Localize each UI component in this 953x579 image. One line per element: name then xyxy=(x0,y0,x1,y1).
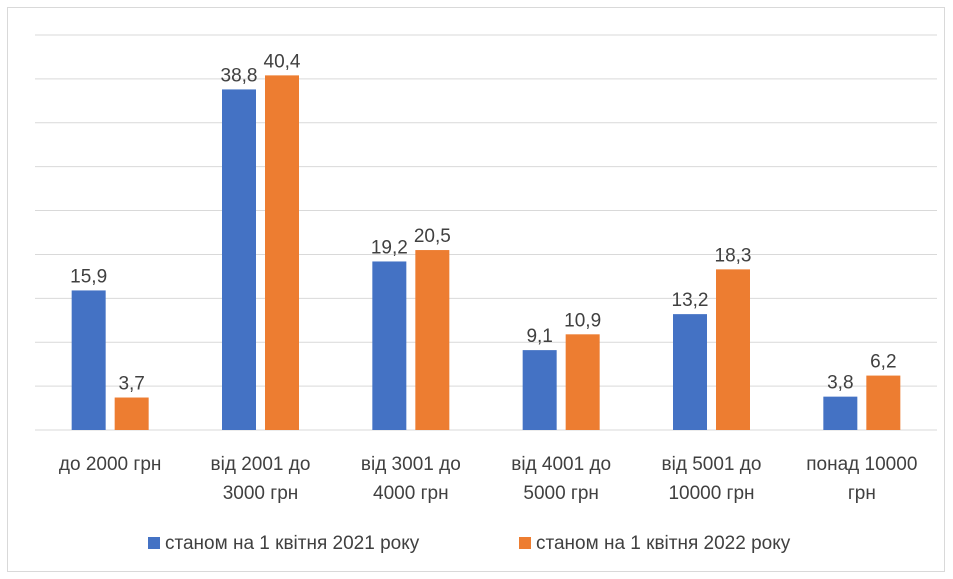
category-label: від 4001 до xyxy=(511,454,611,475)
bar-2022-5 xyxy=(866,375,901,430)
category-labels: до 2000 грн від 2001 до 3000 грн від 3001 д… xyxy=(59,454,917,504)
legend: станом на 1 квітня 2021 року станом на 1 … xyxy=(148,533,791,554)
category-label: 10000 грн xyxy=(668,483,754,504)
category-label: від 2001 до xyxy=(211,454,311,475)
bars xyxy=(71,75,901,430)
bar-2021-5 xyxy=(823,396,858,430)
data-label: 10,9 xyxy=(564,310,601,331)
category-label: 5000 грн xyxy=(523,483,599,504)
gridlines xyxy=(35,34,937,431)
data-label: 9,1 xyxy=(526,326,552,347)
legend-label: станом на 1 квітня 2022 року xyxy=(536,533,791,554)
data-labels: 15,9 3,7 38,8 40,4 19,2 20,5 9,1 10,9 13,2 18,3 3,… xyxy=(70,51,896,394)
category-label: понад 10000 xyxy=(806,454,917,475)
data-label: 40,4 xyxy=(264,51,301,72)
category-label: 4000 грн xyxy=(373,483,449,504)
bar-2021-3 xyxy=(522,350,557,430)
category-label: грн xyxy=(848,483,876,504)
category-label: до 2000 грн xyxy=(59,454,161,475)
bar-2022-4 xyxy=(716,269,750,430)
legend-label: станом на 1 квітня 2021 року xyxy=(165,533,420,554)
category-label: 3000 грн xyxy=(223,483,299,504)
bar-2022-2 xyxy=(415,250,450,430)
data-label: 13,2 xyxy=(672,290,709,311)
legend-swatch xyxy=(519,537,531,549)
data-label: 6,2 xyxy=(870,352,896,373)
chart-area xyxy=(7,7,945,572)
data-label: 3,8 xyxy=(827,373,853,394)
data-label: 3,7 xyxy=(118,374,144,395)
data-label: 18,3 xyxy=(715,245,752,266)
bar-2022-0 xyxy=(114,397,149,430)
category-label: від 5001 до xyxy=(662,454,762,475)
bar-2021-0 xyxy=(71,290,106,430)
bar-2021-4 xyxy=(673,314,707,430)
data-label: 15,9 xyxy=(70,266,107,287)
bar-2021-2 xyxy=(372,261,407,430)
bar-2022-3 xyxy=(565,334,600,430)
legend-swatch xyxy=(148,537,160,549)
data-label: 19,2 xyxy=(371,237,408,258)
bar-2021-1 xyxy=(222,89,256,430)
data-label: 20,5 xyxy=(414,226,451,247)
data-label: 38,8 xyxy=(221,65,258,86)
category-label: від 3001 до xyxy=(361,454,461,475)
bar-2022-1 xyxy=(265,75,299,430)
